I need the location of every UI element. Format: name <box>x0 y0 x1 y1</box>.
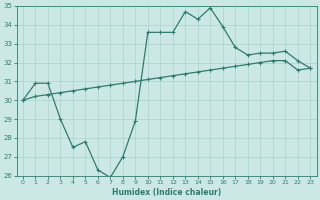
X-axis label: Humidex (Indice chaleur): Humidex (Indice chaleur) <box>112 188 221 197</box>
